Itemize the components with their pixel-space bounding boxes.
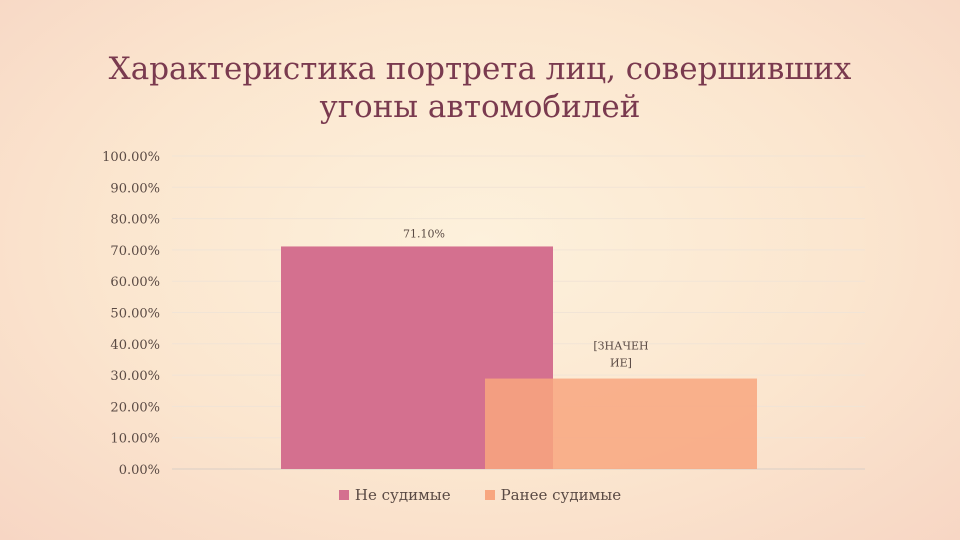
legend-item-previously-convicted: Ранее судимые <box>484 486 622 504</box>
chart-title-line-1: Характеристика портрета лиц, совершивших <box>108 51 852 87</box>
y-tick-label: 30.00% <box>110 369 160 384</box>
legend-label-not-convicted: Не судимые <box>354 486 451 504</box>
data-label-previously-convicted: ИЕ] <box>610 357 632 370</box>
y-tick-label: 40.00% <box>110 338 160 353</box>
legend-label-previously-convicted: Ранее судимые <box>500 486 622 504</box>
legend-item-not-convicted: Не судимые <box>338 486 451 504</box>
y-tick-label: 70.00% <box>110 244 160 259</box>
chart-legend: Не судимые Ранее судимые <box>0 486 960 504</box>
data-label-not-convicted: 71.10% <box>403 227 445 240</box>
y-tick-label: 60.00% <box>110 275 160 290</box>
y-tick-label: 10.00% <box>110 432 160 447</box>
chart-title-line-2: угоны автомобилей <box>319 89 641 125</box>
chart-title: Характеристика портрета лиц, совершивших… <box>80 50 880 126</box>
y-tick-label: 100.00% <box>102 150 160 165</box>
y-tick-label: 20.00% <box>110 400 160 415</box>
data-label-previously-convicted: [ЗНАЧЕН <box>593 340 648 353</box>
bar-previously-convicted <box>485 378 757 469</box>
y-tick-label: 50.00% <box>110 307 160 322</box>
y-tick-label: 80.00% <box>110 213 160 228</box>
y-tick-label: 90.00% <box>110 181 160 196</box>
legend-swatch-previously-convicted <box>484 490 495 500</box>
y-tick-label: 0.00% <box>119 463 160 478</box>
legend-swatch-not-convicted <box>338 490 349 500</box>
